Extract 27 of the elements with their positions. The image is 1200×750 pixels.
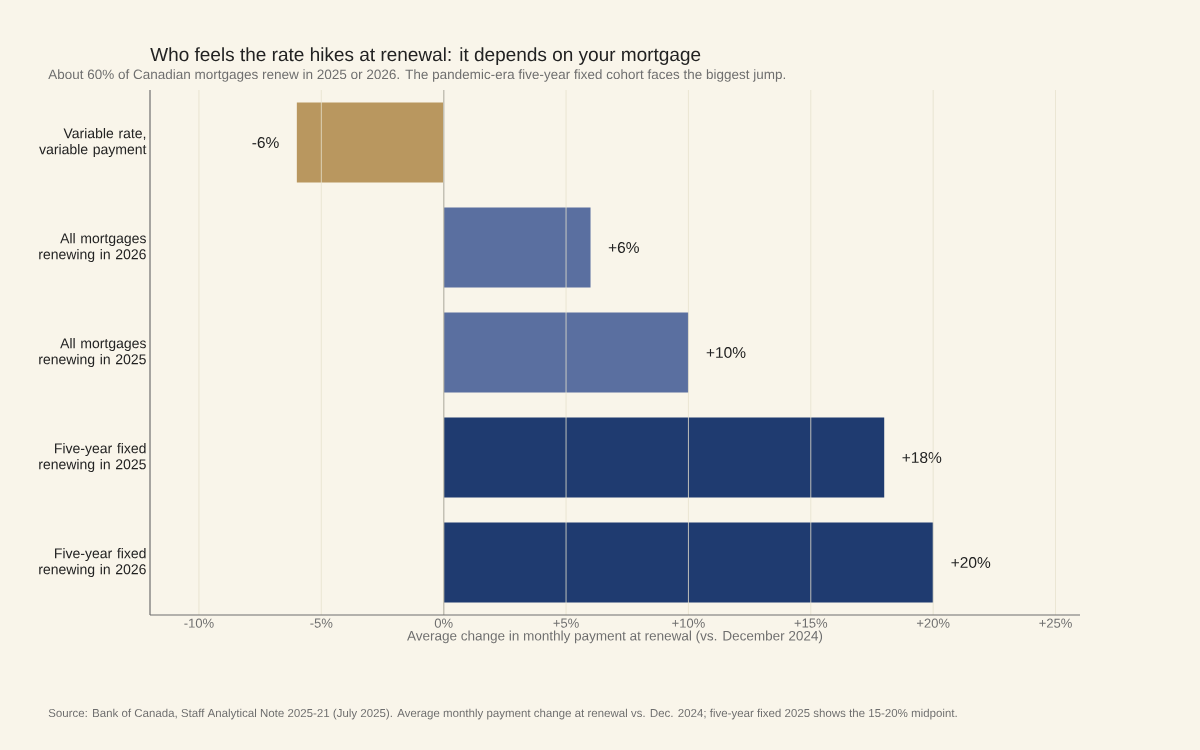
chart-subtitle: About 60% of Canadian mortgages renew in 2025 or 2026. The pandemic-era five-year fixed cohort faces the biggest jump. xyxy=(48,69,786,82)
bar xyxy=(443,522,934,603)
x-tick-label: -10% xyxy=(184,618,214,628)
bar xyxy=(296,102,444,183)
y-tick-label: All mortgages renewing in 2025 xyxy=(39,337,146,368)
x-tick-label: +25% xyxy=(1039,618,1072,628)
x-tick-label: -5% xyxy=(310,618,333,628)
bar xyxy=(443,312,689,393)
x-tick-label: +10% xyxy=(672,618,705,628)
y-tick-label: All mortgages renewing in 2026 xyxy=(39,232,146,263)
chart-title: Who feels the rate hikes at renewal: it depends on your mortgage xyxy=(150,47,701,65)
x-tick-label: +15% xyxy=(794,618,828,628)
data-label: -6% xyxy=(252,137,279,148)
y-tick-label: Five-year fixed renewing in 2025 xyxy=(39,442,146,473)
source-note: Source: Bank of Canada, Staff Analytical Note 2025-21 (July 2025). Average monthly payment change at renewal vs. Dec. 2024; five-year fixed 2025 shows the 15-20% midpoint. xyxy=(48,708,957,720)
y-tick-label: Variable rate, variable payment xyxy=(39,127,147,158)
x-axis-title: Average change in monthly payment at renewal (vs. December 2024) xyxy=(407,630,823,644)
bar xyxy=(443,207,591,288)
x-tick-label: 0% xyxy=(434,618,453,628)
data-label: +10% xyxy=(706,347,746,358)
y-tick-label: Five-year fixed renewing in 2026 xyxy=(39,547,146,578)
x-tick-label: +20% xyxy=(916,618,950,628)
data-label: +6% xyxy=(608,242,639,253)
data-label: +20% xyxy=(951,557,991,568)
x-tick-label: +5% xyxy=(553,618,579,628)
data-label: +18% xyxy=(902,452,942,463)
bar xyxy=(443,417,885,498)
